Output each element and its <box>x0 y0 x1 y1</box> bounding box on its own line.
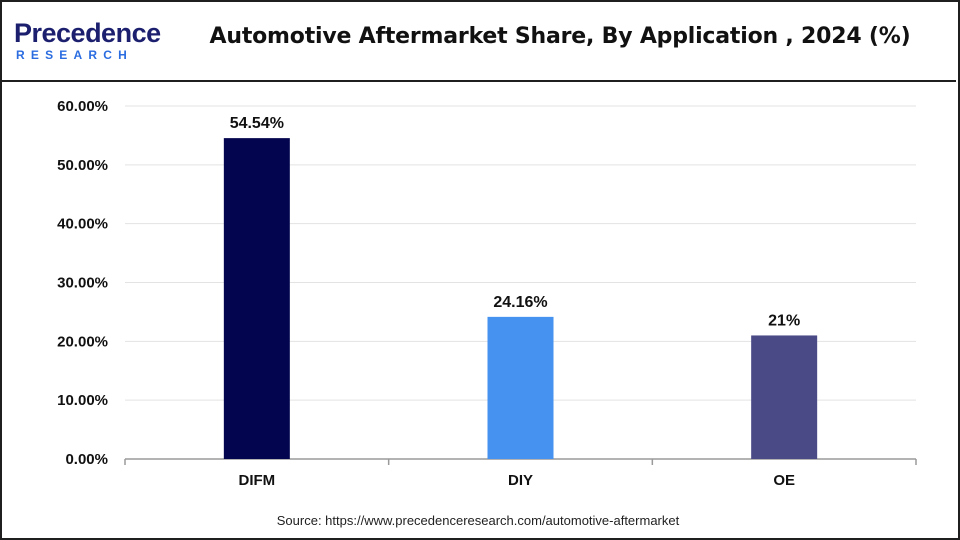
data-label: 21% <box>768 312 800 329</box>
y-tick-label: 20.00% <box>57 333 108 350</box>
y-tick-label: 0.00% <box>65 451 108 468</box>
y-tick-label: 60.00% <box>57 98 108 115</box>
x-tick-label: DIY <box>508 472 533 489</box>
header-divider <box>0 80 956 82</box>
bar-oe <box>751 335 818 459</box>
precedence-research-logo: Precedence RESEARCH <box>14 18 164 64</box>
chart-header: Precedence RESEARCH Automotive Aftermark… <box>0 0 956 80</box>
bar-difm <box>223 138 290 460</box>
y-tick-label: 30.00% <box>57 275 108 292</box>
y-tick-label: 10.00% <box>57 392 108 409</box>
x-tick-label: DIFM <box>238 472 275 489</box>
logo-wordmark: Precedence <box>14 18 161 48</box>
y-tick-label: 50.00% <box>57 157 108 174</box>
source-note: Source: https://www.precedenceresearch.c… <box>276 513 680 528</box>
logo-subtitle: RESEARCH <box>16 48 133 62</box>
chart-title: Automotive Aftermarket Share, By Applica… <box>209 24 911 49</box>
x-tick-label: OE <box>773 472 795 489</box>
bar-diy <box>487 316 554 459</box>
y-tick-label: 40.00% <box>57 216 108 233</box>
data-label: 24.16% <box>493 294 547 311</box>
data-label: 54.54% <box>230 115 284 132</box>
